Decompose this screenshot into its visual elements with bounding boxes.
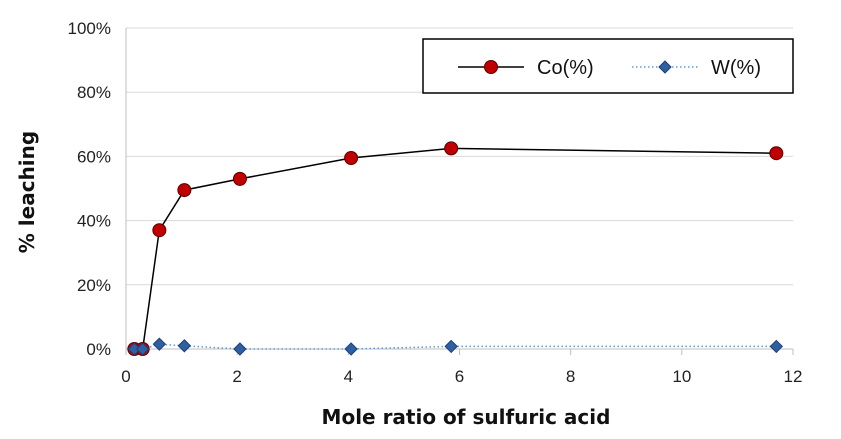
y-tick-label: 40%: [77, 212, 111, 231]
legend-w-marker: [658, 60, 672, 74]
y-axis-title: % leaching: [15, 131, 39, 253]
data-point-co: [232, 171, 247, 186]
y-tick-label: 20%: [77, 276, 111, 295]
legend-w-label: W(%): [711, 57, 761, 79]
data-point-w: [344, 342, 358, 356]
plot-series: [127, 141, 784, 356]
x-tick-label: 2: [232, 367, 241, 386]
y-tick-label: 0%: [86, 340, 111, 359]
x-tick-label: 0: [121, 367, 130, 386]
x-tick-label: 8: [566, 367, 575, 386]
data-point-co: [444, 141, 459, 156]
x-tick-label: 6: [455, 367, 464, 386]
y-tick-label: 60%: [77, 147, 111, 166]
x-tick-labels: 0 2 4 6 8 10 12: [121, 367, 802, 386]
legend-co-label: Co(%): [537, 57, 594, 79]
x-axis-title: Mole ratio of sulfuric acid: [322, 405, 611, 429]
data-point-w: [233, 342, 247, 356]
data-point-w: [152, 337, 167, 351]
data-point-w: [444, 339, 458, 354]
x-tick-label: 4: [344, 367, 353, 386]
data-point-w: [769, 339, 784, 354]
data-point-w: [177, 339, 192, 353]
data-point-co: [152, 223, 167, 238]
series-w: [127, 337, 784, 356]
series-line-co: [134, 147, 777, 350]
data-point-co: [344, 151, 359, 166]
data-point-co: [769, 146, 784, 161]
data-point-w: [135, 342, 150, 356]
data-point-co: [177, 183, 192, 198]
series-co: [127, 141, 784, 356]
y-tick-label: 80%: [77, 83, 111, 102]
y-tick-labels: 0% 20% 40% 60% 80% 100%: [68, 19, 111, 359]
series-line-w: [134, 343, 777, 350]
legend: Co(%) W(%): [422, 38, 794, 94]
x-tick-label: 10: [672, 367, 691, 386]
legend-co-marker: [484, 60, 498, 74]
x-tick-label: 12: [784, 367, 803, 386]
y-tick-label: 100%: [68, 19, 111, 38]
